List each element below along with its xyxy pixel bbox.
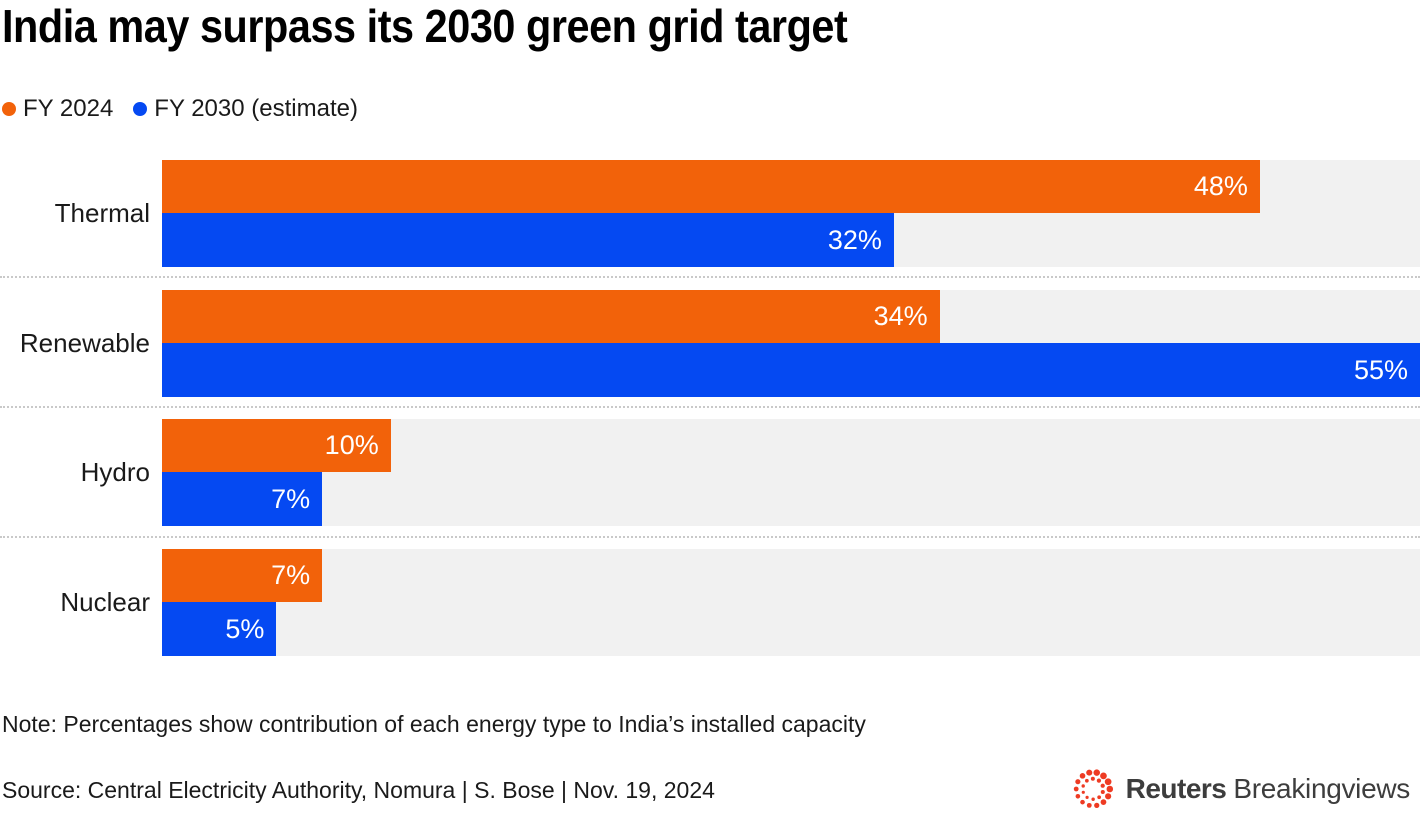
legend-label-fy2030: FY 2030 (estimate) <box>154 95 358 122</box>
legend-label-fy2024: FY 2024 <box>23 95 114 122</box>
reuters-logo-mark <box>1069 765 1117 813</box>
logo-suffix-text: Breakingviews <box>1233 773 1410 804</box>
bar-value-label: 7% <box>271 483 311 514</box>
bar-value-label: 34% <box>873 301 928 331</box>
chart-source: Source: Central Electricity Authority, N… <box>2 777 715 803</box>
bar-fy2024: 48% <box>162 160 1260 213</box>
category-label: Renewable <box>19 328 150 358</box>
row-separator <box>0 406 1420 408</box>
bar-chart: Thermal 48% 32% Renewable 34% 55% <box>0 160 1420 658</box>
row-track: 34% 55% <box>162 290 1420 397</box>
chart-title: India may surpass its 2030 green grid ta… <box>2 0 848 52</box>
bar-value-label: 55% <box>1353 354 1408 385</box>
logo-dots <box>1073 769 1113 808</box>
chart-row-thermal: Thermal 48% 32% <box>0 160 1420 267</box>
legend-dot-fy2030 <box>133 102 148 116</box>
legend-dot-fy2024 <box>2 102 16 116</box>
category-label: Hydro <box>80 457 150 487</box>
bar-fy2024: 7% <box>162 549 323 602</box>
row-track: 10% 7% <box>162 419 1420 526</box>
reuters-breakingviews-logo: Reuters Breakingviews <box>1069 764 1410 814</box>
legend-item-fy2030: FY 2030 (estimate) <box>133 95 358 123</box>
row-track: 7% 5% <box>162 549 1420 656</box>
category-label: Thermal <box>54 198 150 228</box>
bar-fy2030: 5% <box>162 602 277 656</box>
bar-fy2030: 7% <box>162 472 323 526</box>
bar-value-label: 48% <box>1193 171 1248 201</box>
row-separator <box>0 276 1420 278</box>
legend: FY 2024 FY 2030 (estimate) <box>2 95 358 123</box>
category-label: Nuclear <box>60 587 150 617</box>
bar-value-label: 7% <box>271 560 311 590</box>
bar-fy2030: 55% <box>162 343 1420 397</box>
row-track: 48% 32% <box>162 160 1420 267</box>
bar-value-label: 32% <box>827 224 882 255</box>
bar-value-label: 10% <box>324 430 379 460</box>
logo-brand-text: Reuters <box>1125 773 1227 804</box>
bar-value-label: 5% <box>225 613 265 644</box>
chart-note: Note: Percentages show contribution of e… <box>2 711 866 737</box>
bar-fy2024: 34% <box>162 290 940 343</box>
chart-row-renewable: Renewable 34% 55% <box>0 290 1420 397</box>
bar-fy2030: 32% <box>162 213 894 267</box>
legend-item-fy2024: FY 2024 <box>2 95 113 123</box>
row-separator <box>0 536 1420 538</box>
chart-row-nuclear: Nuclear 7% 5% <box>0 549 1420 656</box>
bar-fy2024: 10% <box>162 419 391 472</box>
chart-row-hydro: Hydro 10% 7% <box>0 419 1420 526</box>
